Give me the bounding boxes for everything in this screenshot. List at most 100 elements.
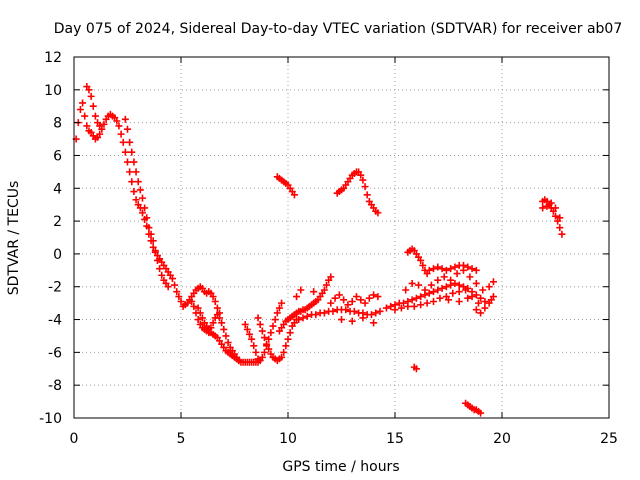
data-point <box>367 311 375 319</box>
data-point <box>91 112 99 120</box>
data-point <box>147 230 155 238</box>
data-point <box>434 286 442 294</box>
data-point <box>275 304 283 312</box>
data-point <box>243 325 251 333</box>
data-point <box>290 191 298 199</box>
data-point <box>472 291 480 299</box>
data-point <box>216 314 224 322</box>
data-point <box>370 291 378 299</box>
data-point <box>100 120 108 128</box>
data-point <box>190 302 198 310</box>
data-point <box>556 224 564 232</box>
data-point <box>340 296 348 304</box>
data-point <box>423 299 431 307</box>
data-point <box>451 279 459 287</box>
data-point <box>320 286 328 294</box>
data-point <box>539 204 547 212</box>
data-point <box>350 307 358 315</box>
data-point <box>260 348 268 356</box>
data-point <box>85 86 93 94</box>
data-point <box>286 329 294 337</box>
data-point <box>348 317 356 325</box>
data-point <box>477 294 485 302</box>
data-point <box>430 265 438 273</box>
data-point <box>451 263 459 271</box>
data-point <box>119 138 127 146</box>
data-point <box>258 327 266 335</box>
data-point <box>138 194 146 202</box>
data-point <box>213 304 221 312</box>
data-point <box>128 178 136 186</box>
data-point <box>220 325 228 333</box>
data-point <box>447 276 455 284</box>
data-point <box>449 289 457 297</box>
data-point <box>363 191 371 199</box>
data-point <box>310 288 318 296</box>
data-point <box>430 288 438 296</box>
data-point <box>273 309 281 317</box>
data-point <box>81 112 89 120</box>
y-tick-label: -6 <box>48 345 62 361</box>
data-point <box>352 293 360 301</box>
data-point <box>436 294 444 302</box>
data-point <box>376 307 384 315</box>
data-point <box>404 302 412 310</box>
data-point <box>282 342 290 350</box>
data-point <box>124 125 131 133</box>
data-point <box>361 183 369 191</box>
data-point <box>556 214 564 222</box>
data-point <box>284 335 292 343</box>
data-point <box>382 304 390 312</box>
data-point <box>372 309 380 317</box>
data-point <box>427 281 435 289</box>
data-point <box>342 306 350 314</box>
data-point <box>271 316 279 324</box>
data-point <box>241 320 249 328</box>
data-point <box>331 294 339 302</box>
grid <box>74 57 609 418</box>
y-tick-label: 0 <box>53 247 62 263</box>
data-point <box>260 334 268 342</box>
plot-frame <box>73 56 610 419</box>
data-point <box>468 265 476 273</box>
data-point <box>269 322 277 330</box>
data-point <box>130 158 138 166</box>
y-tick-label: 12 <box>44 50 62 66</box>
data-point <box>453 270 461 278</box>
x-tick-label: 20 <box>493 431 511 447</box>
data-point <box>425 289 433 297</box>
data-point <box>412 365 420 373</box>
data-point <box>487 296 495 304</box>
y-tick-label: 10 <box>44 83 62 99</box>
data-point <box>248 335 256 343</box>
data-point <box>278 299 286 307</box>
data-point <box>151 247 159 255</box>
data-point <box>211 297 219 305</box>
data-point <box>410 302 418 310</box>
data-point <box>156 265 164 273</box>
data-point <box>113 117 121 125</box>
y-tick-label: 6 <box>53 148 62 164</box>
data-point <box>417 293 425 301</box>
data-point <box>425 266 433 274</box>
data-point <box>419 261 427 269</box>
data-point <box>312 311 320 319</box>
data-point <box>267 329 275 337</box>
data-point <box>177 297 185 305</box>
data-point <box>455 297 463 305</box>
data-point <box>440 273 448 281</box>
data-point <box>250 342 258 350</box>
y-axis-label: SDTVAR / TECUs <box>6 181 22 296</box>
y-tick-label: -10 <box>39 411 62 427</box>
data-point <box>400 299 408 307</box>
y-tick-label: -8 <box>48 378 62 394</box>
y-tick-label: -2 <box>48 280 62 296</box>
data-point <box>402 286 410 294</box>
data-point <box>359 314 367 322</box>
data-point <box>397 304 405 312</box>
data-point <box>464 263 472 271</box>
data-point <box>472 279 480 287</box>
data-point <box>87 92 95 100</box>
data-point <box>303 312 311 320</box>
data-point <box>173 288 181 296</box>
